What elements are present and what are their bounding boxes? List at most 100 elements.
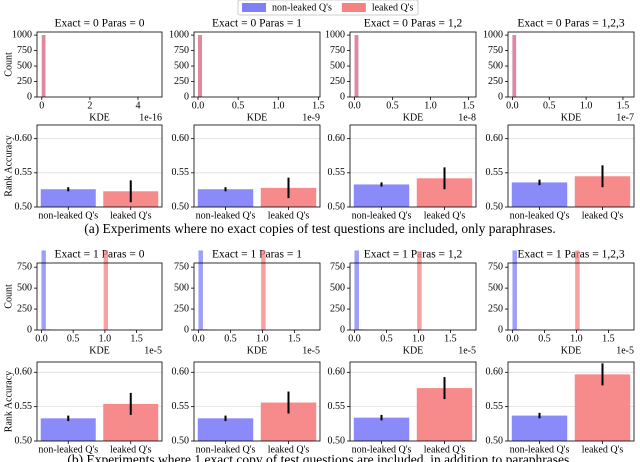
y-tick-label: 0.50 xyxy=(328,435,346,446)
axes-frame xyxy=(349,262,477,331)
y-axis-label: Count xyxy=(3,284,14,309)
x-tick-label: non-leaked Q's xyxy=(510,210,570,221)
y-tick-label: 0.50 xyxy=(486,201,504,212)
x-tick-label: 0.5 xyxy=(67,333,80,344)
x-axis-label: KDE xyxy=(403,112,424,123)
y-tick-label: 0.55 xyxy=(172,401,190,412)
x-tick-label: 1.0 xyxy=(424,100,437,111)
offset-text: 1e-8 xyxy=(458,112,476,123)
y-tick-label: 500 xyxy=(488,60,503,71)
x-tick-label: 0.5 xyxy=(543,100,556,111)
y-tick-label: 750 xyxy=(330,45,345,56)
offset-text: 1e-9 xyxy=(302,112,320,123)
y-tick-label: 0.50 xyxy=(15,435,33,446)
bar xyxy=(574,374,631,441)
axes-frame xyxy=(193,361,321,442)
y-tick-label: 0 xyxy=(27,324,32,335)
x-tick-label: 1.5 xyxy=(617,100,630,111)
bar xyxy=(197,189,254,207)
y-tick-label: 500 xyxy=(488,282,503,293)
axes-frame xyxy=(349,31,477,98)
y-tick-label: 1000 xyxy=(483,29,503,40)
x-tick-label: 0 xyxy=(39,100,44,111)
x-tick-label: leaked Q's xyxy=(424,444,466,455)
x-tick-label: 0.0 xyxy=(348,333,361,344)
axes-frame xyxy=(507,124,635,208)
x-tick-label: 0.0 xyxy=(348,100,361,111)
y-tick-label: 500 xyxy=(17,282,32,293)
x-tick-label: 0.0 xyxy=(35,333,48,344)
x-tick-label: leaked Q's xyxy=(582,444,624,455)
y-tick-label: 500 xyxy=(330,282,345,293)
x-axis-label: KDE xyxy=(561,345,582,356)
y-axis-label: Count xyxy=(3,52,14,77)
y-tick-label: 0.55 xyxy=(486,167,504,178)
hist-bar xyxy=(417,251,422,330)
x-tick-label: leaked Q's xyxy=(424,210,466,221)
y-tick-label: 0.60 xyxy=(328,367,346,378)
hist-bar xyxy=(103,250,109,330)
y-tick-label: 0.60 xyxy=(172,367,190,378)
hist-bar xyxy=(354,250,359,330)
panel-title: Exact = 0 Paras = 1,2 xyxy=(364,18,463,30)
x-tick-label: 1.5 xyxy=(444,333,457,344)
y-tick-label: 750 xyxy=(488,45,503,56)
y-tick-label: 0 xyxy=(498,91,503,102)
bar xyxy=(511,415,568,441)
caption: (a) Experiments where no exact copies of… xyxy=(84,221,556,236)
y-tick-label: 0.50 xyxy=(172,435,190,446)
y-tick-label: 500 xyxy=(174,60,189,71)
hist-bar xyxy=(198,250,203,330)
y-tick-label: 750 xyxy=(174,45,189,56)
hist-bar xyxy=(198,35,203,97)
y-tick-label: 750 xyxy=(17,261,32,272)
x-tick-label: 0.0 xyxy=(192,100,205,111)
x-tick-label: non-leaked Q's xyxy=(352,210,412,221)
y-tick-label: 250 xyxy=(17,303,32,314)
y-tick-label: 500 xyxy=(174,282,189,293)
x-tick-label: 4 xyxy=(135,100,140,111)
y-tick-label: 1000 xyxy=(12,29,32,40)
offset-text: 1e-5 xyxy=(144,345,162,356)
x-tick-label: 1.5 xyxy=(462,100,475,111)
y-tick-label: 500 xyxy=(330,60,345,71)
x-tick-label: 1.0 xyxy=(412,333,425,344)
bar xyxy=(40,418,96,441)
x-tick-label: 0.5 xyxy=(538,333,551,344)
x-tick-label: leaked Q's xyxy=(268,210,310,221)
y-tick-label: 0.50 xyxy=(486,435,504,446)
y-tick-label: 0.60 xyxy=(486,367,504,378)
y-tick-label: 0.60 xyxy=(15,367,33,378)
x-tick-label: non-leaked Q's xyxy=(196,444,256,455)
y-tick-label: 250 xyxy=(330,303,345,314)
y-tick-label: 0.55 xyxy=(328,401,346,412)
y-tick-label: 0 xyxy=(184,324,189,335)
x-axis-label: KDE xyxy=(89,345,110,356)
y-axis-label: Rank Accuracy xyxy=(3,371,14,432)
legend-label: non-leaked Q's xyxy=(272,2,332,13)
x-tick-label: 2 xyxy=(87,100,92,111)
y-tick-label: 0.50 xyxy=(15,201,33,212)
hist-bar xyxy=(575,250,580,330)
x-tick-label: 1.0 xyxy=(256,333,269,344)
y-tick-label: 0 xyxy=(340,91,345,102)
axes-frame xyxy=(507,31,635,98)
y-tick-label: 750 xyxy=(17,45,32,56)
panel-title: Exact = 1 Paras = 1,2,3 xyxy=(517,249,624,261)
y-tick-label: 0.55 xyxy=(15,401,33,412)
axes-frame xyxy=(193,31,321,98)
offset-text: 1e-7 xyxy=(616,112,634,123)
x-tick-label: non-leaked Q's xyxy=(510,444,570,455)
x-axis-label: KDE xyxy=(403,345,424,356)
axes-frame xyxy=(36,124,163,208)
x-axis-label: KDE xyxy=(89,112,110,123)
hist-bar xyxy=(512,35,517,97)
x-tick-label: 0.5 xyxy=(380,333,393,344)
bar xyxy=(40,189,96,207)
bar xyxy=(511,182,568,207)
y-tick-label: 0 xyxy=(340,324,345,335)
offset-text: 1e-5 xyxy=(302,345,320,356)
axes-frame xyxy=(36,361,163,442)
y-tick-label: 0.50 xyxy=(328,201,346,212)
